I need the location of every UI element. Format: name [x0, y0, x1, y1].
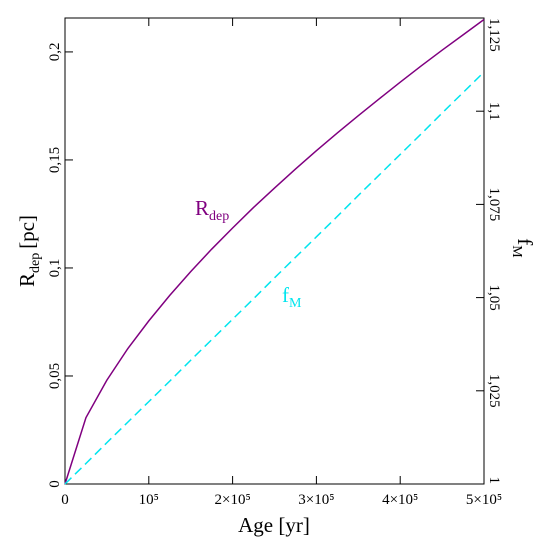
x-tick-label: 10⁵	[139, 492, 159, 508]
y-label-unit: [pc]	[15, 215, 39, 249]
line-series	[64, 18, 485, 485]
y2-tick-label: 1,125	[486, 18, 502, 52]
x-axis-label: Age [yr]	[238, 513, 310, 537]
y2-tick-label: 1,025	[486, 374, 502, 408]
y2-tick-label: 1,05	[486, 284, 502, 310]
y2-tick-label: 1,1	[486, 102, 502, 121]
x-tick-label: 2×10⁵	[214, 492, 250, 508]
line-series	[64, 71, 485, 485]
annotation-main: f	[282, 283, 289, 307]
annotation: Rdep	[195, 196, 229, 224]
plot-frame	[64, 17, 485, 485]
y2-label-main: f	[513, 238, 537, 245]
y-tick-label: 0	[47, 480, 63, 488]
y2-tick-label: 1	[486, 477, 502, 485]
annotation-sub: M	[289, 296, 302, 311]
x-tick-label: 0	[61, 492, 69, 508]
y-tick-label: 0,05	[47, 363, 63, 389]
y-tick-label: 0,1	[47, 259, 63, 278]
x-tick-label: 4×10⁵	[382, 492, 418, 508]
annotation-main: R	[195, 196, 209, 220]
y2-axis-label: fM	[509, 238, 537, 258]
y-axis-label: Rdep [pc]	[15, 215, 43, 287]
y2-label-sub: M	[509, 245, 524, 258]
y-tick-label: 0,2	[47, 43, 63, 62]
y-tick-label: 0,15	[47, 147, 63, 173]
y-label-main: R	[15, 273, 39, 287]
annotation: fM	[282, 283, 302, 311]
y-label-sub: dep	[28, 253, 43, 273]
x-tick-label: 5×10⁵	[466, 492, 502, 508]
x-tick-label: 3×10⁵	[298, 492, 334, 508]
annotation-sub: dep	[209, 209, 229, 224]
y2-tick-label: 1,075	[486, 188, 502, 222]
